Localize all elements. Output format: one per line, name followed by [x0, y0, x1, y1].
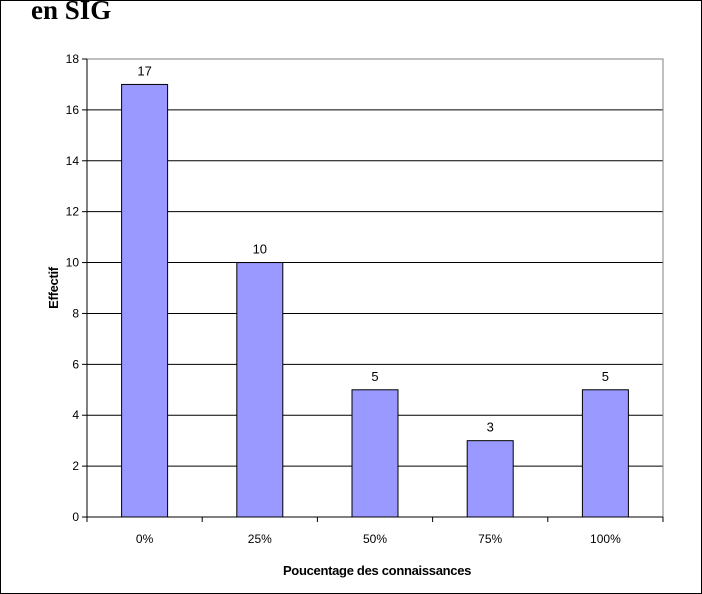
data-label: 10	[253, 242, 267, 257]
bar	[581, 389, 629, 518]
x-tick-label: 50%	[363, 532, 387, 546]
y-tick-label: 12	[66, 205, 80, 219]
y-tick-label: 18	[66, 52, 80, 66]
x-axis-ticks: 0% 25% 50% 75% 100%	[86, 517, 664, 546]
y-tick-label: 10	[66, 256, 80, 270]
data-label: 17	[137, 63, 151, 78]
y-tick-label: 0	[72, 510, 79, 524]
data-labels: 17 10 5 3 5	[137, 63, 609, 434]
y-tick-label: 4	[72, 408, 79, 422]
x-tick-label: 75%	[478, 532, 502, 546]
bars	[121, 83, 629, 518]
x-tick-label: 25%	[248, 532, 272, 546]
bar	[466, 440, 514, 518]
bar	[236, 262, 284, 518]
axes	[86, 59, 663, 518]
x-axis-title: Poucentage des connaissances	[283, 563, 471, 578]
x-tick-label: 100%	[590, 532, 621, 546]
y-tick-label: 16	[66, 103, 80, 117]
y-axis-title: Effectif	[46, 266, 61, 309]
data-label: 5	[371, 369, 378, 384]
x-tick-label: 0%	[136, 532, 154, 546]
y-tick-label: 2	[72, 459, 79, 473]
data-label: 5	[602, 369, 609, 384]
bar	[351, 389, 399, 518]
y-tick-label: 8	[72, 306, 79, 320]
y-tick-label: 14	[66, 154, 80, 168]
bar	[121, 83, 169, 518]
data-label: 3	[487, 420, 494, 435]
y-axis-ticks: 0 2 4 6 8 10 12 14 16 18	[66, 52, 87, 524]
page-title: en SIG	[31, 0, 112, 25]
y-tick-label: 6	[72, 357, 79, 371]
